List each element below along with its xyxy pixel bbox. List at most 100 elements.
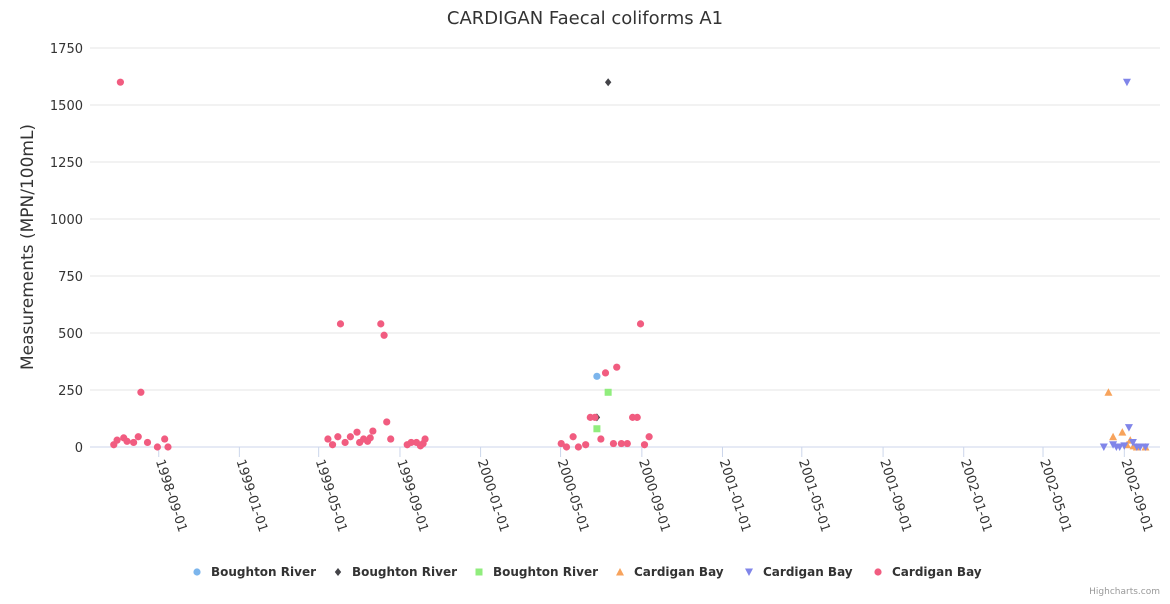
data-point[interactable] — [366, 434, 374, 442]
data-point[interactable] — [640, 441, 649, 449]
data-point[interactable] — [593, 372, 601, 380]
data-point[interactable] — [1120, 442, 1129, 450]
data-point[interactable] — [633, 413, 641, 421]
y-tick-label: 750 — [58, 270, 83, 285]
x-axis-ticks: 1998-09-01 1999-01-01 1999-05-01 1999-09-01… — [152, 447, 1155, 534]
legend-item[interactable]: Boughton River — [475, 565, 599, 579]
credits-link[interactable]: Highcharts.com — [1089, 587, 1160, 597]
data-point[interactable] — [353, 428, 361, 436]
data-point[interactable] — [569, 433, 577, 441]
legend-marker[interactable] — [475, 568, 483, 576]
data-point[interactable] — [613, 363, 621, 371]
data-point[interactable] — [601, 369, 610, 377]
data-point[interactable] — [328, 441, 337, 449]
data-point[interactable] — [645, 433, 653, 441]
y-axis-ticks: 0 250 500 750 1000 1250 1500 1750 — [50, 42, 83, 456]
y-tick-label: 1250 — [50, 156, 83, 171]
data-point[interactable] — [130, 438, 138, 447]
data-point[interactable] — [1109, 441, 1118, 449]
x-tick-label: 2002-09-01 — [1118, 458, 1156, 534]
data-point[interactable] — [609, 439, 618, 448]
data-point[interactable] — [593, 425, 601, 433]
data-point[interactable] — [582, 441, 590, 449]
x-tick-label: 2000-05-01 — [554, 458, 592, 534]
data-point[interactable] — [324, 435, 332, 443]
data-point[interactable] — [1104, 388, 1113, 396]
series-1 — [593, 78, 612, 422]
data-point[interactable] — [1109, 432, 1118, 441]
data-point[interactable] — [369, 427, 377, 435]
x-tick-label: 2001-01-01 — [716, 458, 754, 534]
data-point[interactable] — [604, 388, 612, 396]
data-point[interactable] — [1115, 443, 1124, 452]
data-point[interactable] — [164, 443, 172, 451]
data-point[interactable] — [134, 433, 142, 441]
chart-title: CARDIGAN Faecal coliforms A1 — [447, 8, 723, 29]
data-point[interactable] — [113, 436, 121, 444]
series-0 — [593, 372, 601, 380]
legend-marker[interactable] — [334, 568, 342, 576]
legend-label: Cardigan Bay — [634, 565, 724, 579]
data-point[interactable] — [341, 438, 349, 447]
x-tick-label: 2001-09-01 — [876, 458, 914, 534]
data-point[interactable] — [421, 435, 429, 443]
legend-marker[interactable] — [193, 568, 201, 576]
data-point[interactable] — [334, 433, 342, 441]
data-point[interactable] — [143, 438, 152, 447]
data-point[interactable] — [597, 435, 605, 443]
data-point[interactable] — [636, 320, 645, 328]
y-tick-label: 1500 — [50, 99, 83, 114]
data-point[interactable] — [116, 78, 125, 86]
data-point[interactable] — [346, 433, 354, 441]
series-3 — [1104, 388, 1150, 451]
legend-marker[interactable] — [874, 568, 882, 576]
data-point[interactable] — [387, 435, 395, 443]
data-point[interactable] — [617, 439, 625, 448]
data-point[interactable] — [623, 439, 631, 448]
y-axis-label: Measurements (MPN/100mL) — [18, 124, 38, 370]
data-point[interactable] — [1124, 424, 1133, 432]
x-tick-label: 2000-01-01 — [474, 458, 512, 534]
data-point[interactable] — [161, 435, 169, 443]
data-point[interactable] — [1099, 443, 1108, 452]
data-point[interactable] — [1118, 428, 1127, 436]
legend-item[interactable]: Boughton River — [193, 565, 316, 579]
data-point[interactable] — [604, 78, 612, 87]
data-point[interactable] — [153, 443, 162, 451]
series-5 — [110, 78, 653, 451]
legend-item[interactable]: Cardigan Bay — [745, 565, 853, 579]
data-point[interactable] — [336, 320, 345, 328]
data-point[interactable] — [557, 439, 565, 448]
data-point[interactable] — [407, 438, 415, 447]
legend-item[interactable]: Cardigan Bay — [874, 565, 982, 579]
data-point[interactable] — [123, 437, 131, 445]
x-tick-label: 2002-05-01 — [1036, 458, 1074, 534]
data-point[interactable] — [377, 320, 385, 328]
data-point[interactable] — [591, 413, 599, 421]
data-point[interactable] — [1128, 438, 1137, 447]
data-point[interactable] — [380, 331, 388, 339]
legend-marker[interactable] — [745, 568, 753, 577]
x-tick-label: 1998-09-01 — [152, 458, 190, 534]
legend: Boughton River Boughton River Boughton Riv… — [193, 565, 982, 579]
y-tick-label: 250 — [58, 384, 83, 399]
y-tick-label: 0 — [75, 441, 83, 456]
grid-lines — [90, 47, 1160, 448]
x-tick-label: 1999-05-01 — [312, 458, 350, 534]
legend-item[interactable]: Cardigan Bay — [616, 565, 724, 579]
data-point[interactable] — [383, 418, 391, 426]
data-point[interactable] — [137, 388, 145, 396]
legend-marker[interactable] — [616, 568, 624, 576]
data-point[interactable] — [574, 443, 583, 451]
data-point[interactable] — [1122, 78, 1131, 87]
x-tick-label: 1999-09-01 — [393, 458, 431, 534]
x-tick-label: 2000-09-01 — [635, 458, 673, 534]
data-point[interactable] — [1136, 443, 1145, 452]
legend-label: Cardigan Bay — [763, 565, 853, 579]
legend-item[interactable]: Boughton River — [334, 565, 457, 579]
data-point[interactable] — [1141, 443, 1150, 452]
series-2 — [593, 388, 612, 433]
data-point[interactable] — [562, 443, 571, 451]
